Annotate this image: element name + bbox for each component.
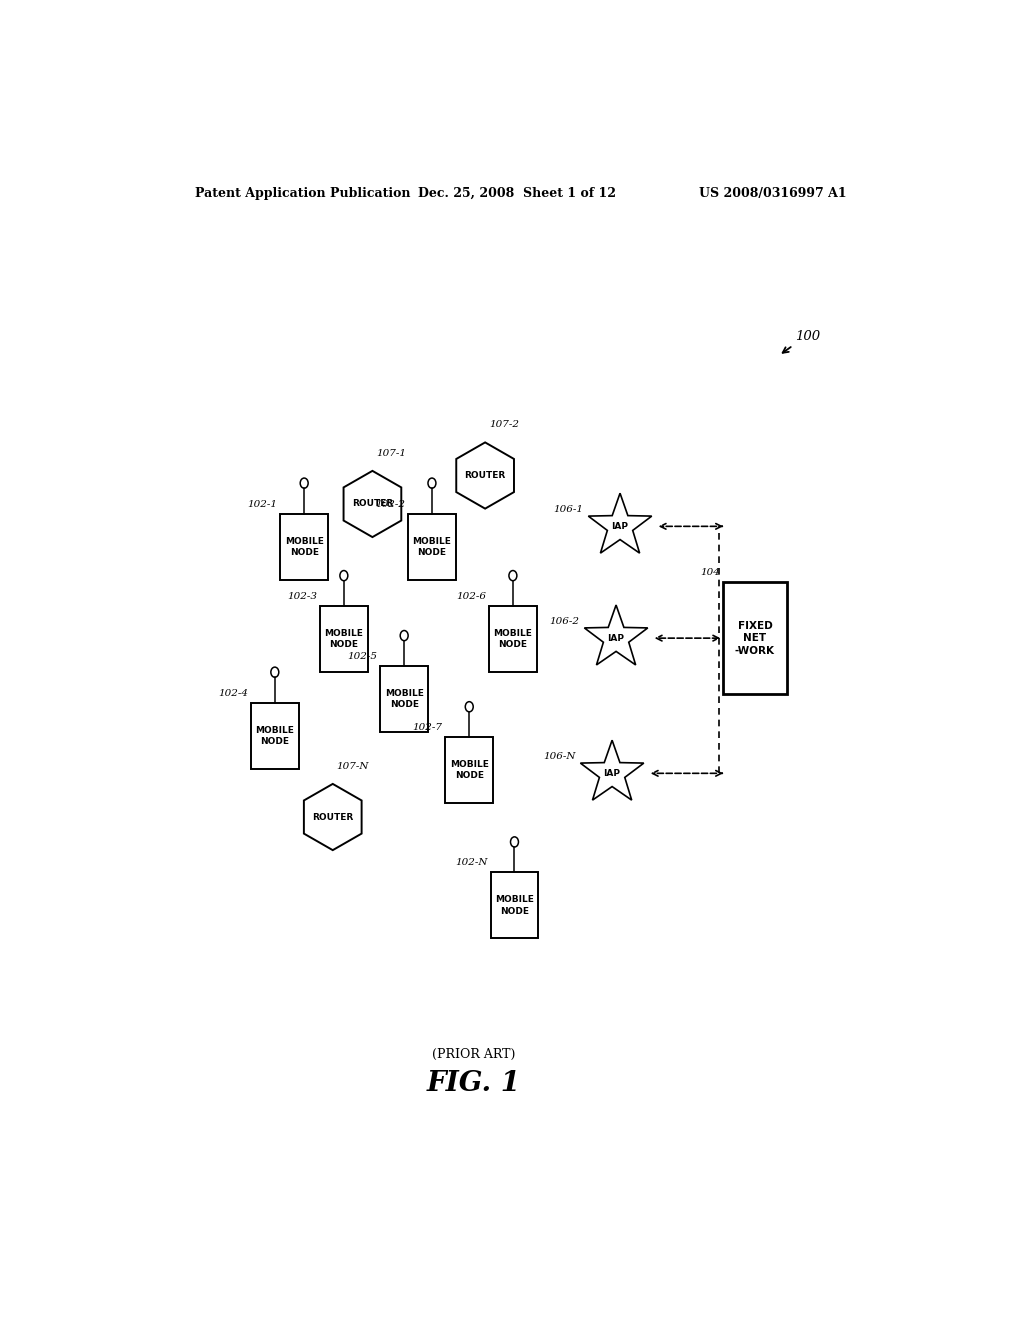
Polygon shape — [585, 605, 648, 665]
Text: MOBILE
NODE: MOBILE NODE — [495, 895, 534, 916]
FancyBboxPatch shape — [489, 606, 537, 672]
FancyBboxPatch shape — [409, 513, 456, 579]
Text: MOBILE
NODE: MOBILE NODE — [285, 537, 324, 557]
Text: FIXED
NET
-WORK: FIXED NET -WORK — [735, 620, 775, 656]
Text: 102-6: 102-6 — [456, 593, 486, 601]
Text: IAP: IAP — [607, 634, 625, 643]
Text: 106-1: 106-1 — [554, 506, 584, 515]
Text: (PRIOR ART): (PRIOR ART) — [431, 1048, 515, 1061]
Text: 107-1: 107-1 — [377, 449, 407, 458]
Text: 102-1: 102-1 — [247, 499, 278, 508]
Text: MOBILE
NODE: MOBILE NODE — [385, 689, 424, 709]
Text: MOBILE
NODE: MOBILE NODE — [413, 537, 452, 557]
Polygon shape — [581, 741, 644, 800]
Text: MOBILE
NODE: MOBILE NODE — [494, 630, 532, 649]
Text: ROUTER: ROUTER — [312, 813, 353, 821]
Polygon shape — [457, 442, 514, 508]
Text: 102-4: 102-4 — [218, 689, 248, 697]
Polygon shape — [344, 471, 401, 537]
Text: 107-2: 107-2 — [489, 420, 519, 429]
Polygon shape — [589, 494, 651, 553]
Text: FIG. 1: FIG. 1 — [426, 1069, 520, 1097]
Text: 106-2: 106-2 — [550, 616, 580, 626]
Text: IAP: IAP — [603, 768, 621, 777]
Text: 100: 100 — [795, 330, 820, 343]
FancyBboxPatch shape — [380, 667, 428, 733]
Text: US 2008/0316997 A1: US 2008/0316997 A1 — [699, 187, 847, 199]
Text: 102-N: 102-N — [455, 858, 487, 867]
Polygon shape — [304, 784, 361, 850]
Text: 102-3: 102-3 — [287, 593, 316, 601]
Text: 102-2: 102-2 — [375, 499, 404, 508]
Text: Dec. 25, 2008  Sheet 1 of 12: Dec. 25, 2008 Sheet 1 of 12 — [418, 187, 615, 199]
Text: Patent Application Publication: Patent Application Publication — [196, 187, 411, 199]
Text: MOBILE
NODE: MOBILE NODE — [450, 760, 488, 780]
Text: 102-5: 102-5 — [347, 652, 377, 661]
Text: 107-N: 107-N — [337, 762, 370, 771]
FancyBboxPatch shape — [723, 582, 786, 694]
Text: MOBILE
NODE: MOBILE NODE — [325, 630, 364, 649]
Text: 104: 104 — [700, 568, 720, 577]
FancyBboxPatch shape — [251, 702, 299, 768]
Text: ROUTER: ROUTER — [352, 499, 393, 508]
Text: IAP: IAP — [611, 521, 629, 531]
FancyBboxPatch shape — [490, 873, 539, 939]
Text: ROUTER: ROUTER — [465, 471, 506, 480]
Text: 106-N: 106-N — [543, 752, 575, 762]
Text: 102-7: 102-7 — [413, 723, 442, 733]
FancyBboxPatch shape — [445, 738, 494, 804]
Text: MOBILE
NODE: MOBILE NODE — [255, 726, 294, 746]
FancyBboxPatch shape — [321, 606, 368, 672]
FancyBboxPatch shape — [281, 513, 328, 579]
